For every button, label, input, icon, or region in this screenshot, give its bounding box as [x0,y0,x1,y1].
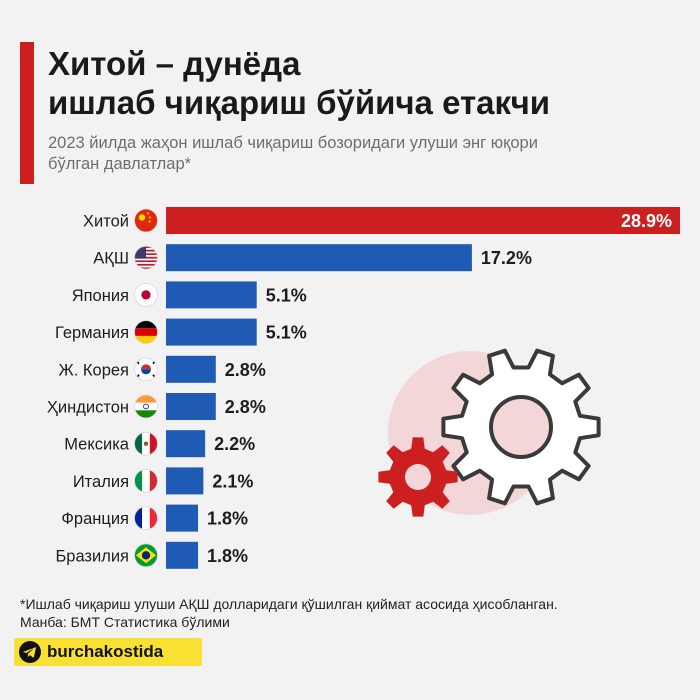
bar [166,207,680,234]
usa-flag-icon [134,245,158,270]
bar-row: Хитой 28.9% [83,207,680,234]
bar-chart: Хитой 28.9% АҚШ 17.2% Япония 5.1% Германия 5.1%… [47,207,680,569]
category-label: Франция [61,510,129,528]
value-label: 2.8% [225,397,266,417]
value-label: 2.1% [212,471,253,491]
title-line-1: Хитой – дунёда [48,45,301,82]
large-gear-hole [489,395,553,459]
subtitle-line-2: бўлган давлатлар* [48,155,192,173]
bar [166,541,199,569]
value-label: 17.2% [481,248,532,268]
bar [166,467,204,495]
subtitle: 2023 йилда жаҳон ишлаб чиқариш бозоридаг… [48,133,658,175]
bar [166,504,199,532]
footnote-note: *Ишлаб чиқариш улуши АҚШ долларидаги қўш… [20,596,558,612]
bar [166,281,257,309]
bar-row: АҚШ 17.2% [93,244,532,272]
bar-row: Франция 1.8% [61,504,248,532]
category-label: АҚШ [93,250,129,268]
bar [166,355,216,383]
category-label: Германия [55,324,129,342]
small-gear-hole [405,464,431,490]
india-flag-icon [134,394,158,419]
brand-name: burchakostida [47,642,164,661]
subtitle-line-1: 2023 йилда жаҳон ишлаб чиқариш бозоридаг… [48,134,538,152]
category-label: Ж. Корея [59,361,129,379]
japan-flag-icon [134,283,158,307]
value-label: 5.1% [266,323,307,343]
china-flag-icon [134,208,158,233]
page-title: Хитой – дунёда ишлаб чиқариш бўйича етак… [48,44,550,122]
value-label: 28.9% [621,211,672,231]
bar-row: Мексика 2.2% [64,430,255,458]
category-label: Мексика [64,436,130,454]
value-label: 2.8% [225,360,266,380]
bar [166,244,472,272]
category-label: Япония [72,287,129,305]
brand-badge[interactable]: burchakostida [14,638,202,666]
bar [166,393,216,420]
bar-row: Италия 2.1% [73,467,253,495]
germany-flag-icon [134,320,158,345]
bar-row: Бразилия 1.8% [55,541,248,569]
bar-row: Ж. Корея 2.8% [59,355,266,383]
bar [166,318,257,346]
value-label: 2.2% [214,434,255,454]
value-label: 1.8% [207,546,248,566]
south-korea-flag-icon [134,357,158,382]
title-line-2: ишлаб чиқариш бўйича етакчи [48,84,551,121]
telegram-icon [19,641,41,663]
bar-row: Германия 5.1% [55,318,307,346]
category-label: Хитой [83,213,129,231]
bar-row: Япония 5.1% [72,281,307,309]
mexico-flag-icon [134,431,158,456]
value-label: 1.8% [207,509,248,529]
italy-flag-icon [134,468,158,493]
france-flag-icon [134,506,158,531]
footnote-source: Манба: БМТ Статистика бўлими [20,614,230,630]
title-accent-bar [20,42,34,184]
value-label: 5.1% [266,285,307,305]
bar-row: Ҳиндистон 2.8% [47,393,266,420]
footnote: *Ишлаб чиқариш улуши АҚШ долларидаги қўш… [20,595,558,631]
bar [166,430,206,458]
category-label: Италия [73,473,129,491]
gear-decoration [378,348,601,517]
category-label: Бразилия [55,547,129,565]
category-label: Ҳиндистон [47,399,129,417]
brazil-flag-icon [134,543,158,568]
